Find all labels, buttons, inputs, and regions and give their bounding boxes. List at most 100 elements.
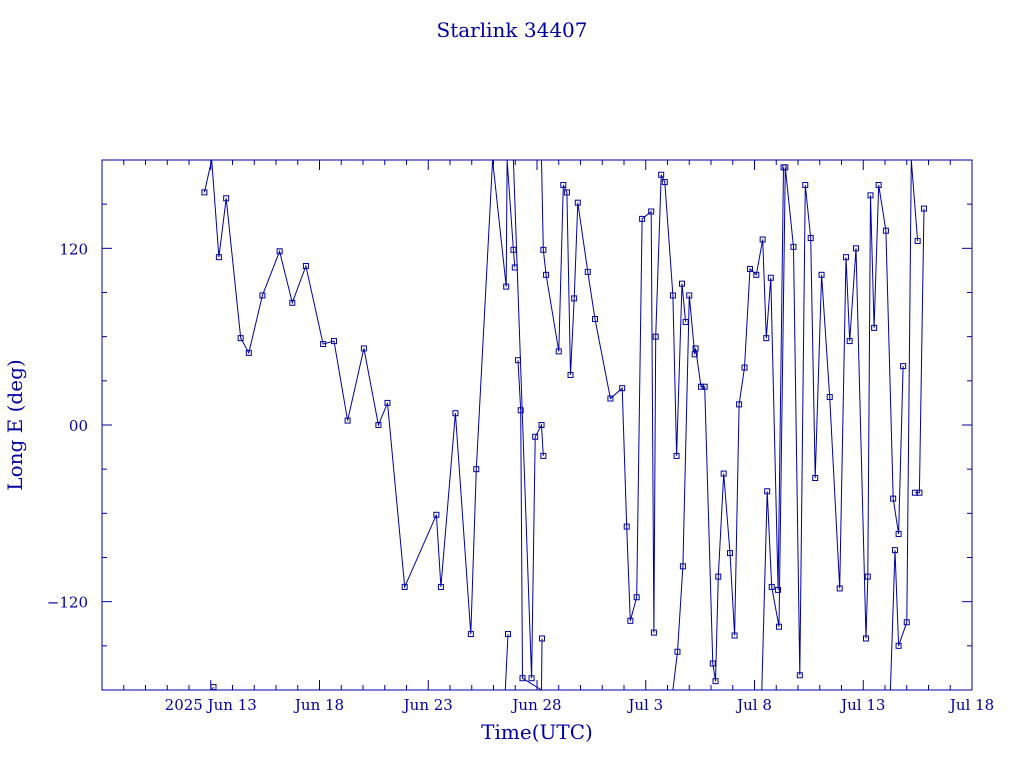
data-point bbox=[658, 171, 665, 178]
data-point bbox=[584, 268, 591, 275]
data-point bbox=[867, 192, 874, 199]
data-point bbox=[623, 523, 630, 530]
data-point bbox=[571, 295, 578, 302]
data-point bbox=[510, 246, 517, 253]
series-line bbox=[914, 208, 925, 494]
data-point bbox=[691, 351, 698, 358]
series-line bbox=[517, 360, 543, 690]
data-point bbox=[223, 195, 230, 202]
x-tick-label: Jul 18 bbox=[948, 696, 994, 714]
data-point bbox=[517, 407, 524, 414]
data-point bbox=[775, 586, 782, 593]
data-point bbox=[560, 182, 567, 189]
data-point bbox=[698, 383, 705, 390]
data-point bbox=[237, 335, 244, 342]
data-point bbox=[259, 292, 266, 299]
data-point bbox=[540, 246, 547, 253]
data-point bbox=[574, 199, 581, 206]
data-point bbox=[302, 263, 309, 269]
data-point bbox=[607, 395, 614, 402]
data-point bbox=[763, 335, 770, 342]
data-point bbox=[727, 550, 734, 557]
data-point bbox=[764, 488, 771, 495]
series-line bbox=[672, 167, 784, 690]
data-point bbox=[505, 631, 511, 638]
data-point bbox=[818, 271, 825, 278]
series-line bbox=[761, 167, 904, 690]
plot-frame bbox=[101, 159, 973, 691]
data-point bbox=[532, 433, 539, 440]
x-axis-label: Time(UTC) bbox=[481, 720, 593, 744]
data-point bbox=[782, 164, 789, 171]
y-tick-label: −120 bbox=[47, 594, 88, 612]
data-point bbox=[871, 324, 878, 331]
data-point bbox=[686, 292, 693, 299]
x-tick-label: 2025 Jun 13 bbox=[165, 696, 257, 714]
data-point bbox=[895, 530, 902, 537]
data-point bbox=[375, 422, 382, 428]
data-point bbox=[344, 417, 351, 424]
data-point bbox=[836, 585, 843, 592]
series-line bbox=[889, 160, 919, 690]
series-line bbox=[504, 634, 509, 690]
data-point bbox=[807, 235, 814, 242]
data-point bbox=[320, 341, 327, 348]
data-point bbox=[245, 349, 252, 356]
data-point bbox=[673, 452, 680, 459]
data-point bbox=[473, 466, 480, 473]
data-point bbox=[812, 475, 819, 481]
data-point bbox=[674, 648, 681, 655]
data-point bbox=[853, 245, 859, 252]
data-point bbox=[519, 675, 526, 682]
series-line bbox=[203, 160, 516, 635]
data-point bbox=[648, 208, 655, 215]
data-point bbox=[890, 495, 897, 502]
data-point bbox=[715, 573, 722, 580]
data-point bbox=[709, 660, 716, 667]
data-point bbox=[360, 345, 367, 352]
data-point bbox=[633, 594, 640, 601]
data-point bbox=[669, 292, 676, 299]
data-point bbox=[538, 422, 545, 428]
data-point bbox=[720, 470, 727, 477]
data-point bbox=[679, 563, 686, 570]
data-point bbox=[882, 227, 889, 234]
data-point bbox=[914, 237, 921, 244]
series-line bbox=[541, 160, 687, 633]
data-point bbox=[401, 583, 408, 590]
data-point bbox=[731, 632, 738, 639]
x-tick-label: Jul 3 bbox=[626, 696, 663, 714]
data-point bbox=[682, 318, 689, 325]
series-line bbox=[512, 160, 544, 679]
data-point bbox=[276, 248, 283, 255]
data-point bbox=[900, 363, 907, 370]
data-point bbox=[567, 371, 574, 378]
data-point bbox=[433, 511, 440, 518]
data-point bbox=[619, 385, 626, 392]
data-point bbox=[563, 189, 570, 196]
data-point bbox=[826, 394, 833, 401]
data-point bbox=[753, 271, 760, 278]
data-point bbox=[437, 583, 444, 590]
chart-title: Starlink 34407 bbox=[437, 18, 588, 42]
data-point bbox=[846, 338, 853, 345]
data-point bbox=[802, 182, 809, 189]
x-tick-label: Jun 18 bbox=[293, 696, 344, 714]
data-point bbox=[916, 489, 923, 496]
data-point bbox=[862, 635, 869, 642]
data-point bbox=[452, 410, 459, 417]
data-point bbox=[903, 619, 910, 626]
data-point bbox=[895, 642, 902, 649]
data-point bbox=[843, 254, 850, 261]
data-point bbox=[692, 345, 699, 352]
data-point bbox=[796, 672, 803, 679]
data-point bbox=[543, 271, 550, 278]
plot-area: 2025 Jun 13 Jun 18 Jun 23 Jun 28 Jul 3 Jul 8 J… bbox=[47, 159, 994, 714]
y-tick-label: 120 bbox=[59, 240, 88, 258]
data-point bbox=[555, 348, 562, 355]
data-point bbox=[639, 215, 646, 222]
data-point bbox=[503, 283, 510, 290]
data-point bbox=[875, 182, 882, 189]
data-point bbox=[215, 254, 222, 261]
